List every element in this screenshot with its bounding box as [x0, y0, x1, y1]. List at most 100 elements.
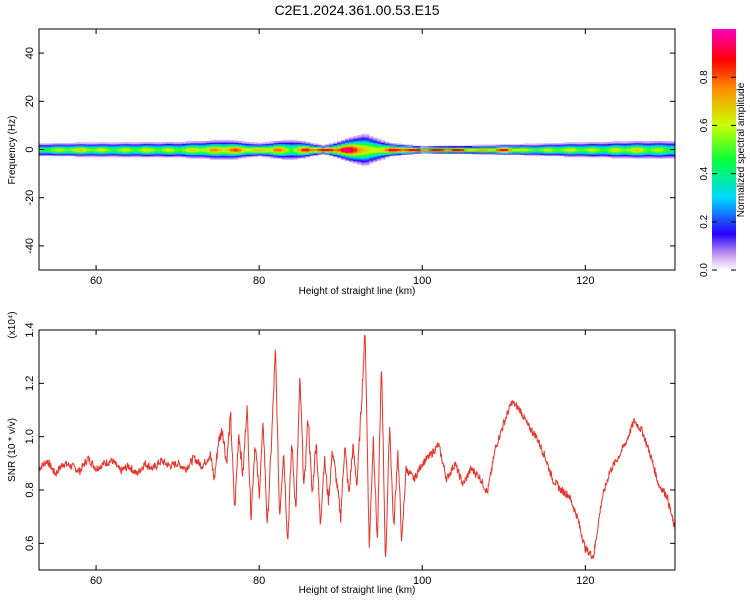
heatmap-cell [178, 149, 183, 152]
heatmap-cell [114, 155, 120, 158]
heatmap-cell [551, 145, 557, 148]
heatmap-cell [353, 161, 358, 164]
heatmap-cell [448, 145, 453, 148]
heatmap-cell [599, 154, 605, 157]
heatmap-cell [341, 147, 346, 149]
heatmap-cell [233, 147, 239, 149]
heatmap-cell [54, 148, 60, 151]
heatmap-cell [39, 149, 44, 152]
heatmap-cell [70, 153, 76, 155]
heatmap-cell [496, 150, 501, 153]
heatmap-cell [484, 145, 489, 148]
heatmap-cell [591, 144, 597, 147]
heatmap-cell [623, 150, 628, 153]
heatmap-cell [253, 150, 259, 153]
heatmap-cell [237, 141, 243, 143]
heatmap-cell [591, 143, 597, 146]
heatmap-cell [58, 153, 64, 155]
heatmap-cell [209, 151, 215, 154]
heatmap-cell [178, 143, 183, 146]
heatmap-cell [333, 155, 338, 158]
heatmap-cell [86, 149, 92, 152]
heatmap-cell [615, 153, 620, 155]
heatmap-cell [579, 142, 585, 145]
heatmap-cell [213, 142, 219, 145]
heatmap-cell [217, 143, 223, 146]
heatmap-cell [261, 153, 267, 155]
heatmap-cell [134, 144, 139, 147]
heatmap-cell [146, 143, 151, 146]
heatmap-cell [424, 150, 430, 153]
heatmap-cell [229, 151, 235, 154]
heatmap-cell [249, 147, 255, 149]
heatmap-cell [154, 145, 159, 148]
heatmap-cell [527, 148, 533, 151]
heatmap-cell [74, 145, 80, 148]
heatmap-cell [166, 143, 171, 146]
heatmap-cell [285, 155, 291, 158]
heatmap-cell [150, 144, 155, 147]
heatmap-cell [508, 144, 513, 147]
heatmap-cell [154, 143, 159, 146]
heatmap-cell [257, 148, 263, 151]
heatmap-cell [623, 143, 628, 146]
snr-frame [38, 329, 676, 571]
heatmap-cell [205, 151, 211, 154]
heatmap-cell [221, 157, 227, 160]
heatmap-cell [663, 156, 668, 159]
heatmap-cell [372, 147, 378, 149]
heatmap-cell [281, 150, 287, 153]
heatmap-cell [460, 145, 465, 148]
heatmap-cell [360, 138, 366, 141]
heatmap-cell [360, 139, 366, 142]
heatmap-cell [86, 144, 92, 147]
heatmap-cell [174, 147, 179, 149]
heatmap-cell [508, 148, 513, 151]
heatmap-cell [154, 142, 159, 145]
heatmap-cell [213, 150, 219, 153]
heatmap-cell [225, 141, 231, 143]
heatmap-cell [551, 143, 557, 146]
heatmap-cell [492, 149, 497, 152]
heatmap-cell [233, 144, 239, 147]
heatmap-cell [400, 148, 406, 151]
heatmap-cell [627, 153, 632, 155]
heatmap-cell [46, 148, 52, 151]
heatmap-cell [655, 147, 660, 149]
colorbar-ticks: 0.00.20.40.60.8 [699, 70, 736, 277]
heatmap-cell [364, 138, 370, 141]
heatmap-cell [269, 143, 275, 146]
heatmap-cell [547, 148, 553, 151]
heatmap-cell [313, 154, 318, 157]
heatmap-cell [201, 142, 207, 145]
heatmap-cell [631, 155, 636, 158]
heatmap-cell [551, 150, 557, 153]
heatmap-cell [571, 142, 577, 145]
heatmap-cell [563, 155, 569, 158]
heatmap-cell [174, 143, 179, 146]
heatmap-cell [130, 155, 135, 158]
heatmap-cell [297, 151, 302, 154]
heatmap-cell [667, 154, 672, 157]
heatmap-cell [42, 143, 48, 146]
heatmap-cell [364, 154, 370, 157]
heatmap-cell [221, 142, 227, 145]
heatmap-cell [599, 155, 605, 158]
heatmap-cell [86, 155, 92, 158]
heatmap-cell [671, 149, 675, 152]
heatmap-cell [186, 147, 191, 149]
heatmap-cell [655, 150, 660, 153]
heatmap-cell [671, 151, 675, 154]
heatmap-cell [639, 150, 644, 153]
heatmap-cell [126, 147, 132, 149]
heatmap-cell [587, 147, 593, 149]
heatmap-cell [201, 156, 207, 159]
heatmap-cell [591, 145, 597, 148]
heatmap-cell [325, 148, 330, 151]
heatmap-cell [539, 150, 545, 153]
heatmap-cell [659, 147, 664, 149]
heatmap-cell [424, 151, 430, 154]
heatmap-cell [587, 154, 593, 157]
heatmap-cell [380, 143, 386, 146]
heatmap-cell [500, 144, 505, 147]
